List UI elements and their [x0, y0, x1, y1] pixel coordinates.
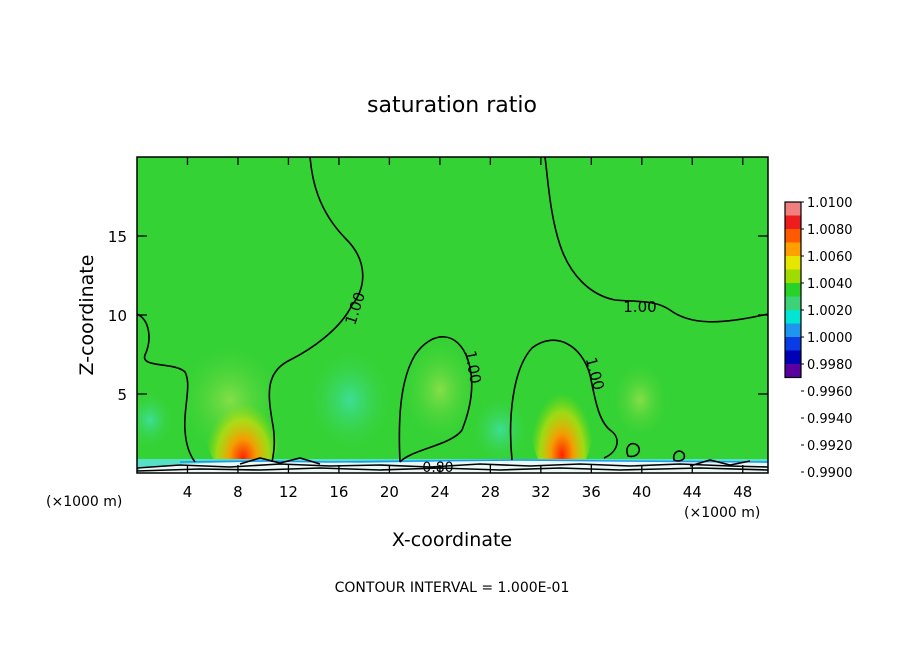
colorbar-swatch	[785, 296, 801, 310]
x-tick-label: 48	[733, 483, 752, 501]
x-tick-label: 16	[329, 483, 348, 501]
field-patch	[400, 335, 480, 445]
colorbar-swatch	[785, 310, 801, 324]
plot-area: 1.00 1.00 1.00 1.00 0.80	[137, 157, 768, 476]
contour-line	[239, 457, 321, 465]
x-tick-label: 28	[481, 483, 500, 501]
x-axis-label: X-coordinate	[392, 529, 512, 551]
x-tick-label: 32	[531, 483, 550, 501]
contour-line	[626, 442, 641, 458]
colorbar-swatch	[785, 242, 801, 256]
colorbar-swatch	[785, 364, 801, 378]
ground-band	[179, 459, 768, 463]
x-unit-left: (×1000 m)	[46, 494, 122, 510]
x-tick-label: 20	[380, 483, 399, 501]
x-tick-label: 12	[279, 483, 298, 501]
contour-line	[672, 450, 686, 462]
colorbar-swatch	[785, 337, 801, 351]
colorbar: 1.0100 1.0080 1.0060 1.0040 1.0020 1.0000 0.99…	[784, 196, 853, 481]
contour-line	[398, 336, 473, 463]
contour-interval-note: CONTOUR INTERVAL = 1.000E-01	[335, 580, 570, 596]
colorbar-swatch	[785, 283, 801, 297]
y-tick-label: 15	[108, 228, 127, 246]
y-tick-label: 5	[117, 386, 127, 404]
colorbar-swatch	[785, 229, 801, 243]
colorbar-swatch	[785, 215, 801, 229]
x-tick-label: 40	[632, 483, 651, 501]
colorbar-label: 1.0000	[807, 331, 853, 346]
field-patch	[137, 390, 175, 450]
colorbar-frame	[784, 201, 802, 379]
hot-spot	[205, 370, 281, 473]
colorbar-label: 0.9920	[807, 439, 853, 454]
colorbar-label: 1.0100	[807, 196, 853, 211]
y-axis-label: Z-coordinate	[76, 255, 98, 376]
chart-title: saturation ratio	[367, 93, 537, 118]
colorbar-swatch	[785, 202, 801, 216]
x-tick-label: 24	[430, 483, 449, 501]
colorbar-label: 0.9900	[807, 466, 853, 481]
x-tick-label: 44	[683, 483, 702, 501]
x-tick-label: 36	[582, 483, 601, 501]
x-tick-label: 8	[233, 483, 243, 501]
colorbar-swatch	[785, 323, 801, 337]
colorbar-swatch	[785, 269, 801, 283]
colorbar-label: 0.9940	[807, 412, 853, 427]
colorbar-swatch	[785, 256, 801, 270]
contour-label: 1.00	[461, 349, 485, 385]
colorbar-label: 1.0020	[807, 304, 853, 319]
hot-spot	[530, 356, 594, 473]
contour-label: 0.80	[422, 460, 453, 476]
x-unit-right: (×1000 m)	[684, 505, 760, 521]
field-patch	[610, 360, 670, 440]
colorbar-label: 1.0080	[807, 223, 853, 238]
field-patch	[470, 395, 530, 465]
x-axis: 4 8 12 16 20 24 28 32 36 40 44 48	[183, 157, 752, 501]
contour-line	[544, 157, 768, 323]
contour-line	[509, 339, 618, 461]
colorbar-label: 0.9960	[807, 385, 853, 400]
contour-line	[689, 459, 751, 467]
contour-line	[268, 157, 364, 463]
contour-line	[137, 313, 196, 463]
colorbar-label: 1.0040	[807, 277, 853, 292]
contour-label: 1.00	[623, 298, 656, 316]
field-patch	[305, 345, 395, 455]
x-tick-label: 4	[183, 483, 193, 501]
y-tick-label: 10	[108, 307, 127, 325]
colorbar-swatch	[785, 350, 801, 364]
colorbar-label: 1.0060	[807, 250, 853, 265]
y-axis: 5 10 15	[108, 228, 768, 404]
colorbar-label: 0.9980	[807, 358, 853, 373]
